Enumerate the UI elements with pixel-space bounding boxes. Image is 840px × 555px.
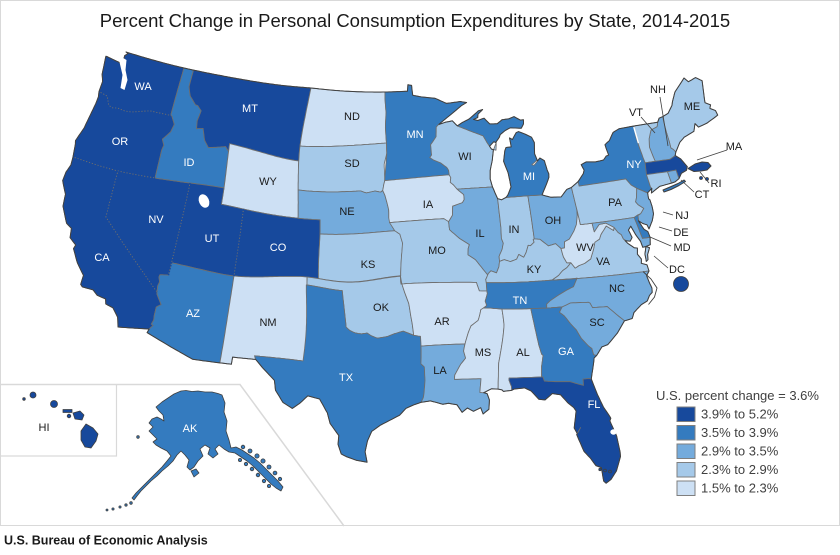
svg-text:SD: SD [344, 158, 359, 170]
svg-text:ID: ID [184, 157, 195, 169]
svg-text:Percent Change in Personal Con: Percent Change in Personal Consumption E… [100, 10, 730, 31]
svg-text:LA: LA [433, 365, 447, 377]
svg-text:AR: AR [434, 316, 449, 328]
svg-text:MA: MA [726, 141, 743, 153]
svg-text:1.5% to 2.3%: 1.5% to 2.3% [701, 481, 779, 496]
svg-text:WA: WA [134, 81, 152, 93]
svg-text:ME: ME [684, 101, 701, 113]
svg-text:CA: CA [94, 252, 110, 264]
svg-text:DC: DC [669, 264, 685, 276]
svg-text:VT: VT [629, 107, 643, 119]
svg-text:KY: KY [527, 264, 542, 276]
svg-text:IN: IN [509, 224, 520, 236]
svg-text:NC: NC [609, 283, 625, 295]
svg-text:U.S. percent change = 3.6%: U.S. percent change = 3.6% [656, 388, 819, 403]
svg-text:AK: AK [183, 423, 198, 435]
svg-text:IA: IA [423, 199, 434, 211]
svg-text:CT: CT [695, 189, 710, 201]
svg-text:TN: TN [513, 295, 528, 307]
svg-text:HI: HI [39, 422, 50, 434]
svg-text:MO: MO [428, 245, 446, 257]
svg-text:NM: NM [259, 317, 276, 329]
svg-text:VA: VA [596, 256, 611, 268]
svg-text:DE: DE [673, 227, 688, 239]
svg-text:FL: FL [588, 399, 601, 411]
svg-text:2.9% to 3.5%: 2.9% to 3.5% [701, 444, 779, 459]
svg-text:TX: TX [339, 372, 354, 384]
svg-text:3.5% to 3.9%: 3.5% to 3.9% [701, 425, 779, 440]
svg-text:AZ: AZ [186, 308, 200, 320]
svg-text:NY: NY [626, 159, 642, 171]
svg-text:OR: OR [112, 136, 129, 148]
svg-text:AL: AL [516, 347, 529, 359]
svg-text:NH: NH [650, 84, 666, 96]
svg-text:MI: MI [523, 171, 535, 183]
svg-text:WY: WY [259, 176, 277, 188]
svg-text:OK: OK [373, 302, 390, 314]
svg-text:SC: SC [589, 317, 604, 329]
svg-text:OH: OH [545, 215, 562, 227]
svg-text:MD: MD [673, 242, 690, 254]
svg-text:WI: WI [458, 151, 471, 163]
svg-text:GA: GA [558, 346, 575, 358]
svg-text:ND: ND [344, 111, 360, 123]
svg-text:RI: RI [711, 178, 722, 190]
svg-text:IL: IL [475, 228, 484, 240]
svg-text:MT: MT [242, 103, 258, 115]
svg-text:KS: KS [361, 259, 376, 271]
svg-text:U.S. Bureau of Economic Analys: U.S. Bureau of Economic Analysis [4, 534, 208, 548]
svg-text:UT: UT [205, 233, 220, 245]
svg-text:WV: WV [576, 242, 594, 254]
svg-text:NJ: NJ [675, 210, 688, 222]
svg-text:NV: NV [148, 214, 164, 226]
svg-text:MN: MN [406, 129, 423, 141]
svg-text:CO: CO [270, 242, 287, 254]
svg-text:MS: MS [475, 347, 492, 359]
svg-text:NE: NE [339, 206, 354, 218]
svg-text:3.9% to 5.2%: 3.9% to 5.2% [701, 407, 779, 422]
svg-text:2.3% to 2.9%: 2.3% to 2.9% [701, 462, 779, 477]
svg-text:PA: PA [608, 197, 623, 209]
